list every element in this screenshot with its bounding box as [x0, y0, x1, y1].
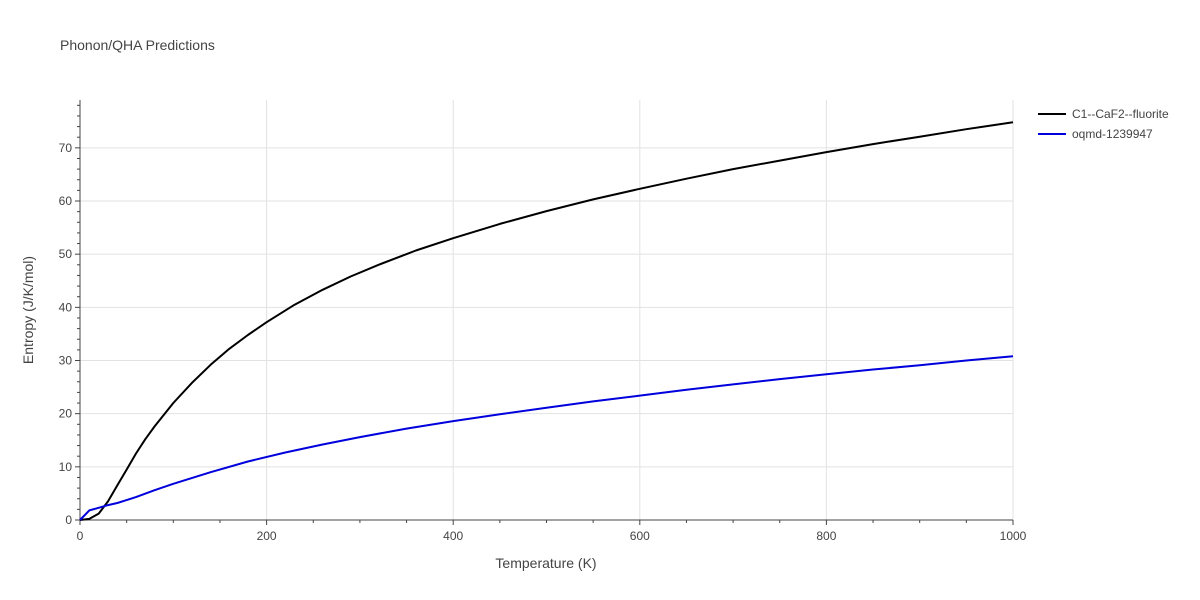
y-tick-label: 10	[59, 460, 73, 474]
x-tick-label: 0	[77, 529, 84, 543]
legend-item-label[interactable]: oqmd-1239947	[1072, 127, 1153, 141]
y-tick-label: 0	[65, 513, 72, 527]
y-axis-title: Entropy (J/K/mol)	[20, 256, 36, 364]
y-tick-label: 70	[59, 141, 73, 155]
y-tick-label: 20	[59, 407, 73, 421]
y-tick-label: 40	[59, 300, 73, 314]
axes: 0 200 400 600 800 1000 0 10 20 30 40 50 60 70	[59, 100, 1027, 543]
series-line-1	[79, 121, 1014, 521]
legend: C1--CaF2--fluorite oqmd-1239947	[1038, 107, 1169, 141]
legend-item-label[interactable]: C1--CaF2--fluorite	[1072, 107, 1169, 121]
y-tick-label: 30	[59, 354, 73, 368]
x-tick-label: 1000	[1000, 529, 1027, 543]
grid	[80, 100, 1014, 520]
x-tick-label: 200	[257, 529, 277, 543]
x-tick-label: 800	[816, 529, 836, 543]
series-line-2	[79, 355, 1014, 521]
x-axis-title: Temperature (K)	[495, 555, 596, 571]
series-lines	[79, 121, 1014, 521]
chart-title: Phonon/QHA Predictions	[60, 37, 215, 53]
x-tick-label: 600	[630, 529, 650, 543]
y-tick-label: 60	[59, 194, 73, 208]
x-tick-label: 400	[443, 529, 463, 543]
y-tick-label: 50	[59, 247, 73, 261]
